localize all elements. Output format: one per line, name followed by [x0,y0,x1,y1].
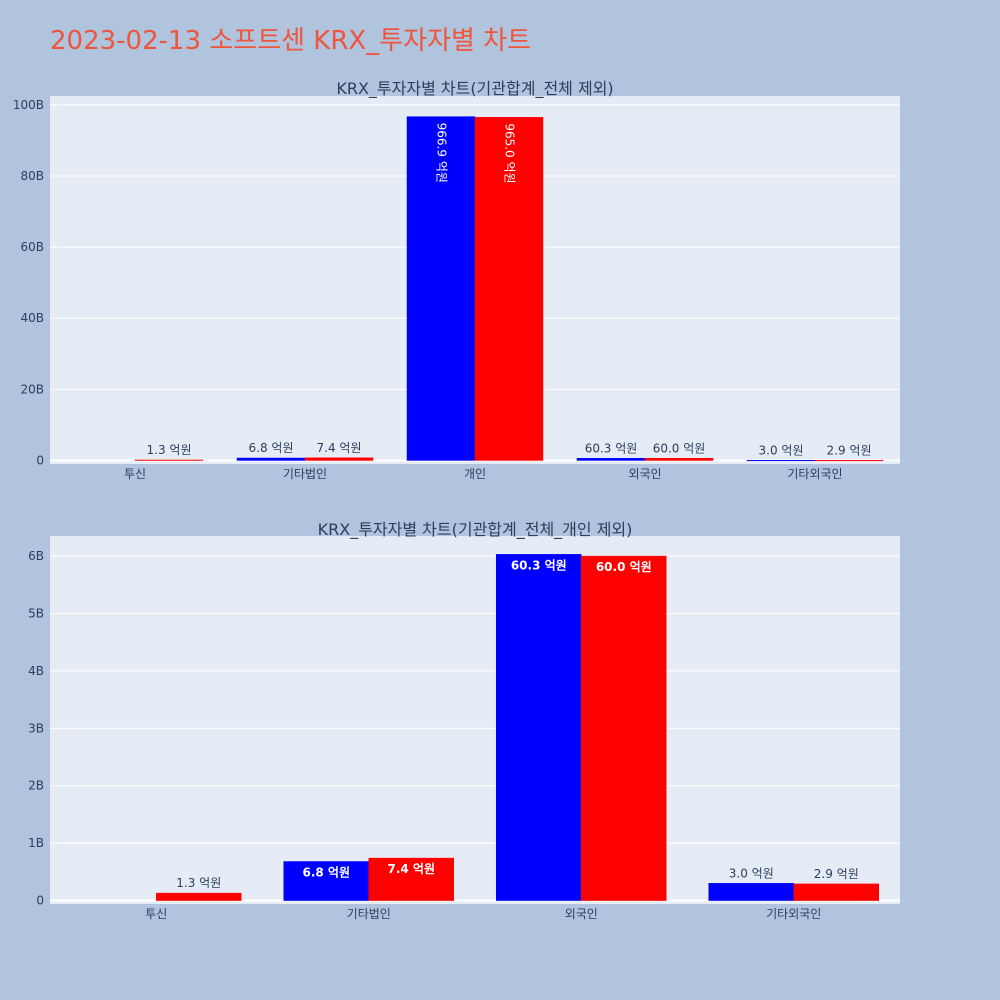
data-label-0-0-1: 1.3 억원 [147,443,192,457]
subplot-title-1: KRX_투자자별 차트(기관합계_전체_개인 제외) [318,520,633,540]
data-label-0-3-1: 60.0 억원 [653,441,706,455]
y-tick-label-1-0: 0 [36,894,44,908]
data-label-0-2-0: 966.9 억원 [435,123,449,183]
data-label-0-1-1: 7.4 억원 [317,441,362,455]
bar-1-2-0 [496,554,582,901]
y-tick-label-1-5: 5B [28,607,44,621]
x-tick-label-0-3: 외국인 [628,467,661,481]
data-label-1-1-1: 7.4 억원 [387,862,435,876]
x-tick-label-0-2: 개인 [464,467,486,481]
bar-0-2-0 [406,116,476,461]
x-tick-label-1-3: 기타외국인 [766,907,821,921]
bar-1-1-0 [283,861,369,901]
bar-0-2-1 [474,117,544,461]
bar-0-0-1 [134,459,204,461]
x-tick-label-0-0: 투신 [124,467,146,481]
y-tick-label-0-3: 60B [20,240,44,254]
data-label-0-3-0: 60.3 억원 [585,441,638,455]
y-tick-label-1-6: 6B [28,549,44,563]
data-label-0-1-0: 6.8 억원 [249,441,294,455]
data-label-1-1-0: 6.8 억원 [302,866,350,880]
x-tick-label-0-4: 기타외국인 [787,467,842,481]
y-tick-label-0-2: 40B [20,311,44,325]
y-tick-label-0-5: 100B [13,98,44,112]
plot-area-1 [50,536,900,904]
data-label-1-2-0: 60.3 억원 [511,558,567,572]
data-label-0-4-0: 3.0 억원 [759,443,804,457]
x-tick-label-1-0: 투신 [145,907,167,921]
bar-1-3-0 [708,883,794,901]
subplot-title-0: KRX_투자자별 차트(기관합계_전체 제외) [336,79,613,99]
data-label-1-3-0: 3.0 억원 [729,866,774,880]
bar-1-1-1 [368,857,454,901]
y-tick-label-1-2: 2B [28,779,44,793]
data-label-1-0-1: 1.3 억원 [176,876,221,890]
y-tick-label-0-1: 20B [20,382,44,396]
bar-1-3-1 [793,883,879,901]
y-tick-label-1-3: 3B [28,721,44,735]
data-label-1-2-1: 60.0 억원 [596,560,652,574]
y-tick-label-1-4: 4B [28,664,44,678]
data-label-0-4-1: 2.9 억원 [827,443,872,457]
y-tick-label-0-4: 80B [20,169,44,183]
bar-0-3-1 [644,458,714,461]
x-tick-label-1-1: 기타법인 [347,907,391,921]
bar-1-2-1 [581,555,667,901]
bar-0-4-1 [814,460,884,462]
bar-0-3-0 [576,458,646,461]
x-tick-label-1-2: 외국인 [565,907,598,921]
bar-0-4-0 [746,460,816,462]
bar-1-0-1 [156,892,242,901]
data-label-0-2-1: 965.0 억원 [503,123,517,183]
y-tick-label-1-1: 1B [28,836,44,850]
x-tick-label-0-1: 기타법인 [283,467,327,481]
data-label-1-3-1: 2.9 억원 [814,867,859,881]
bar-0-1-0 [236,457,306,461]
page-title: 2023-02-13 소프트센 KRX_투자자별 차트 [50,26,532,56]
y-tick-label-0-0: 0 [36,453,44,467]
bar-0-1-1 [304,457,374,461]
